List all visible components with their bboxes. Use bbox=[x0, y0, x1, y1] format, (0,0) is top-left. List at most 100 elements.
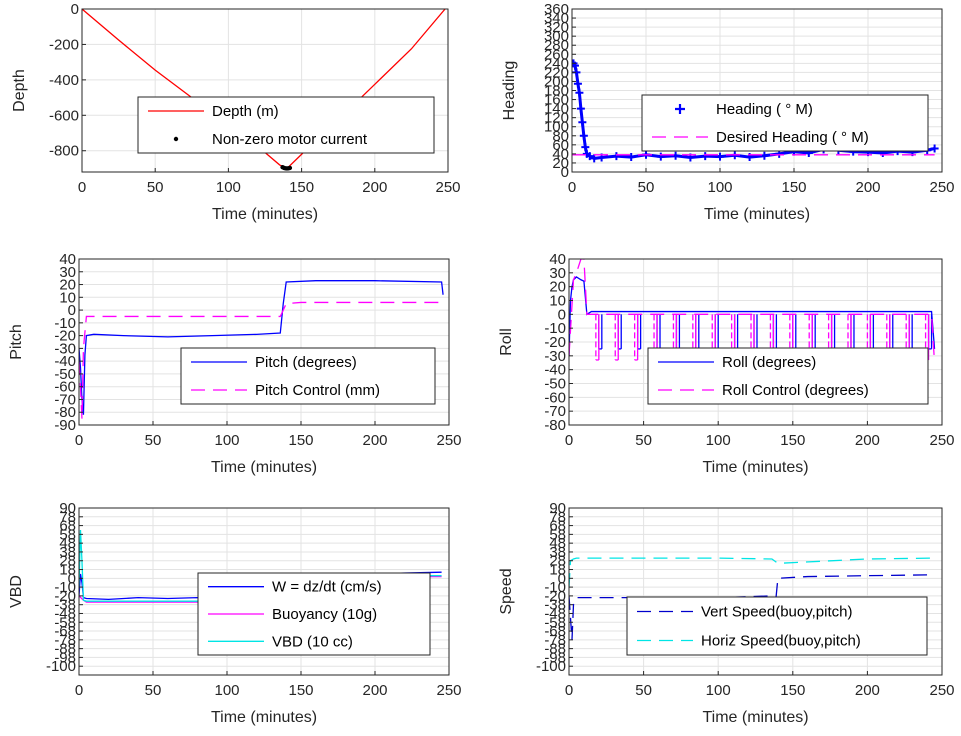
legend-label: Buoyancy (10g) bbox=[272, 606, 377, 623]
legend-label: Pitch (degrees) bbox=[255, 354, 357, 371]
x-tick-label: 250 bbox=[436, 682, 461, 699]
y-tick-label: 10 bbox=[59, 289, 76, 306]
y-tick-label: -38 bbox=[54, 597, 76, 614]
y-tick-label: -40 bbox=[544, 362, 566, 379]
y-tick-label: 180 bbox=[544, 83, 569, 100]
y-axis-label: Depth bbox=[11, 69, 28, 112]
legend-label: Vert Speed(buoy,pitch) bbox=[701, 604, 852, 621]
y-tick-label: -48 bbox=[544, 605, 566, 622]
y-tick-label: -60 bbox=[54, 379, 76, 396]
y-tick-label: -100 bbox=[46, 658, 76, 675]
legend-label: Horiz Speed(buoy,pitch) bbox=[701, 633, 861, 650]
legend-box bbox=[180, 347, 436, 405]
series-line bbox=[82, 9, 446, 170]
x-tick-label: 0 bbox=[75, 682, 83, 699]
x-axis-label: Time (minutes) bbox=[211, 459, 317, 476]
y-tick-label: 200 bbox=[544, 73, 569, 90]
chart-vbd: 0 50 100 150 200 25090786858483828180-10-20-3… bbox=[8, 500, 462, 726]
x-tick-label: 200 bbox=[855, 179, 880, 196]
y-tick-label: -600 bbox=[49, 107, 79, 124]
y-tick-label: -88 bbox=[544, 641, 566, 658]
y-tick-label: -40 bbox=[54, 353, 76, 370]
x-tick-label: 150 bbox=[780, 682, 805, 699]
y-tick-label: -10 bbox=[54, 315, 76, 332]
x-tick-label: 100 bbox=[706, 682, 731, 699]
y-tick-label: 40 bbox=[549, 251, 566, 268]
x-tick-label: 100 bbox=[707, 179, 732, 196]
x-tick-label: 100 bbox=[214, 432, 239, 449]
y-tick-label: -10 bbox=[54, 579, 76, 596]
legend-label: Depth (m) bbox=[212, 103, 279, 120]
y-tick-label: 0 bbox=[68, 302, 76, 319]
chart-pitch: 0 50 100 150 200 250403020100-10-20-30-40-50-… bbox=[8, 251, 462, 476]
x-tick-label: 150 bbox=[780, 432, 805, 449]
y-tick-label: -70 bbox=[544, 403, 566, 420]
legend-label: Non-zero motor current bbox=[212, 131, 368, 148]
data-point bbox=[287, 165, 293, 171]
series-line bbox=[79, 301, 442, 419]
y-tick-label: 68 bbox=[59, 518, 76, 535]
x-tick-label: 150 bbox=[289, 179, 314, 196]
y-tick-label: -50 bbox=[544, 376, 566, 393]
y-tick-label: 68 bbox=[549, 518, 566, 535]
x-tick-label: 250 bbox=[929, 179, 954, 196]
y-tick-label: 90 bbox=[59, 500, 76, 517]
x-tick-label: 200 bbox=[362, 682, 387, 699]
x-tick-label: 250 bbox=[436, 432, 461, 449]
y-tick-label: 10 bbox=[549, 293, 566, 310]
y-tick-label: -68 bbox=[544, 623, 566, 640]
y-tick-label: 38 bbox=[59, 544, 76, 561]
y-tick-label: 20 bbox=[59, 277, 76, 294]
y-tick-label: 38 bbox=[549, 544, 566, 561]
y-tick-label: -10 bbox=[544, 320, 566, 337]
y-tick-label: 160 bbox=[544, 92, 569, 109]
x-tick-label: 0 bbox=[565, 432, 573, 449]
y-tick-label: -800 bbox=[49, 143, 79, 160]
y-tick-label: 120 bbox=[544, 110, 569, 127]
y-tick-label: 0 bbox=[561, 164, 569, 181]
y-tick-label: 260 bbox=[544, 46, 569, 63]
x-tick-label: 200 bbox=[362, 432, 387, 449]
x-axis-label: Time (minutes) bbox=[212, 206, 318, 223]
y-tick-label: 320 bbox=[544, 19, 569, 36]
x-tick-label: 50 bbox=[147, 179, 164, 196]
y-tick-label: 340 bbox=[544, 10, 569, 27]
legend-label: W = dz/dt (cm/s) bbox=[272, 579, 382, 596]
y-tick-label: -100 bbox=[536, 658, 566, 675]
y-axis-label: Heading bbox=[501, 61, 518, 121]
y-tick-label: 28 bbox=[59, 553, 76, 570]
y-tick-label: 78 bbox=[59, 509, 76, 526]
y-tick-label: 360 bbox=[544, 1, 569, 18]
x-axis-label: Time (minutes) bbox=[702, 709, 808, 726]
axes-box bbox=[78, 507, 450, 676]
y-tick-label: 20 bbox=[549, 279, 566, 296]
x-tick-label: 50 bbox=[635, 682, 652, 699]
y-tick-label: -50 bbox=[54, 366, 76, 383]
legend: Roll (degrees) Roll Control (degrees) bbox=[647, 347, 929, 405]
legend: Pitch (degrees) Pitch Control (mm) bbox=[180, 347, 436, 405]
x-tick-label: 50 bbox=[145, 682, 162, 699]
y-axis-label: VBD bbox=[8, 575, 25, 608]
y-tick-label: 20 bbox=[552, 155, 569, 172]
y-tick-label: 220 bbox=[544, 64, 569, 81]
y-tick-label: -48 bbox=[54, 605, 76, 622]
chart-heading: 0 50 100 150 200 2500204060801001201401601802… bbox=[501, 1, 955, 223]
legend-box bbox=[137, 96, 435, 154]
x-tick-label: 50 bbox=[145, 432, 162, 449]
y-tick-label: -90 bbox=[54, 417, 76, 434]
x-tick-label: 150 bbox=[288, 432, 313, 449]
legend: Depth (m) Non-zero motor current bbox=[137, 96, 435, 154]
x-tick-label: 50 bbox=[635, 432, 652, 449]
y-tick-label: 100 bbox=[544, 119, 569, 136]
y-tick-label: -98 bbox=[54, 649, 76, 666]
y-tick-label: -70 bbox=[54, 391, 76, 408]
chart-roll: 0 50 100 150 200 250403020100-10-20-30-40-50-… bbox=[498, 251, 955, 476]
y-tick-label: 18 bbox=[59, 562, 76, 579]
series-line bbox=[569, 259, 936, 363]
y-tick-label: 40 bbox=[59, 251, 76, 268]
series-line bbox=[572, 62, 935, 160]
legend-box bbox=[641, 94, 929, 152]
x-tick-label: 100 bbox=[214, 682, 239, 699]
series-line bbox=[79, 280, 444, 415]
